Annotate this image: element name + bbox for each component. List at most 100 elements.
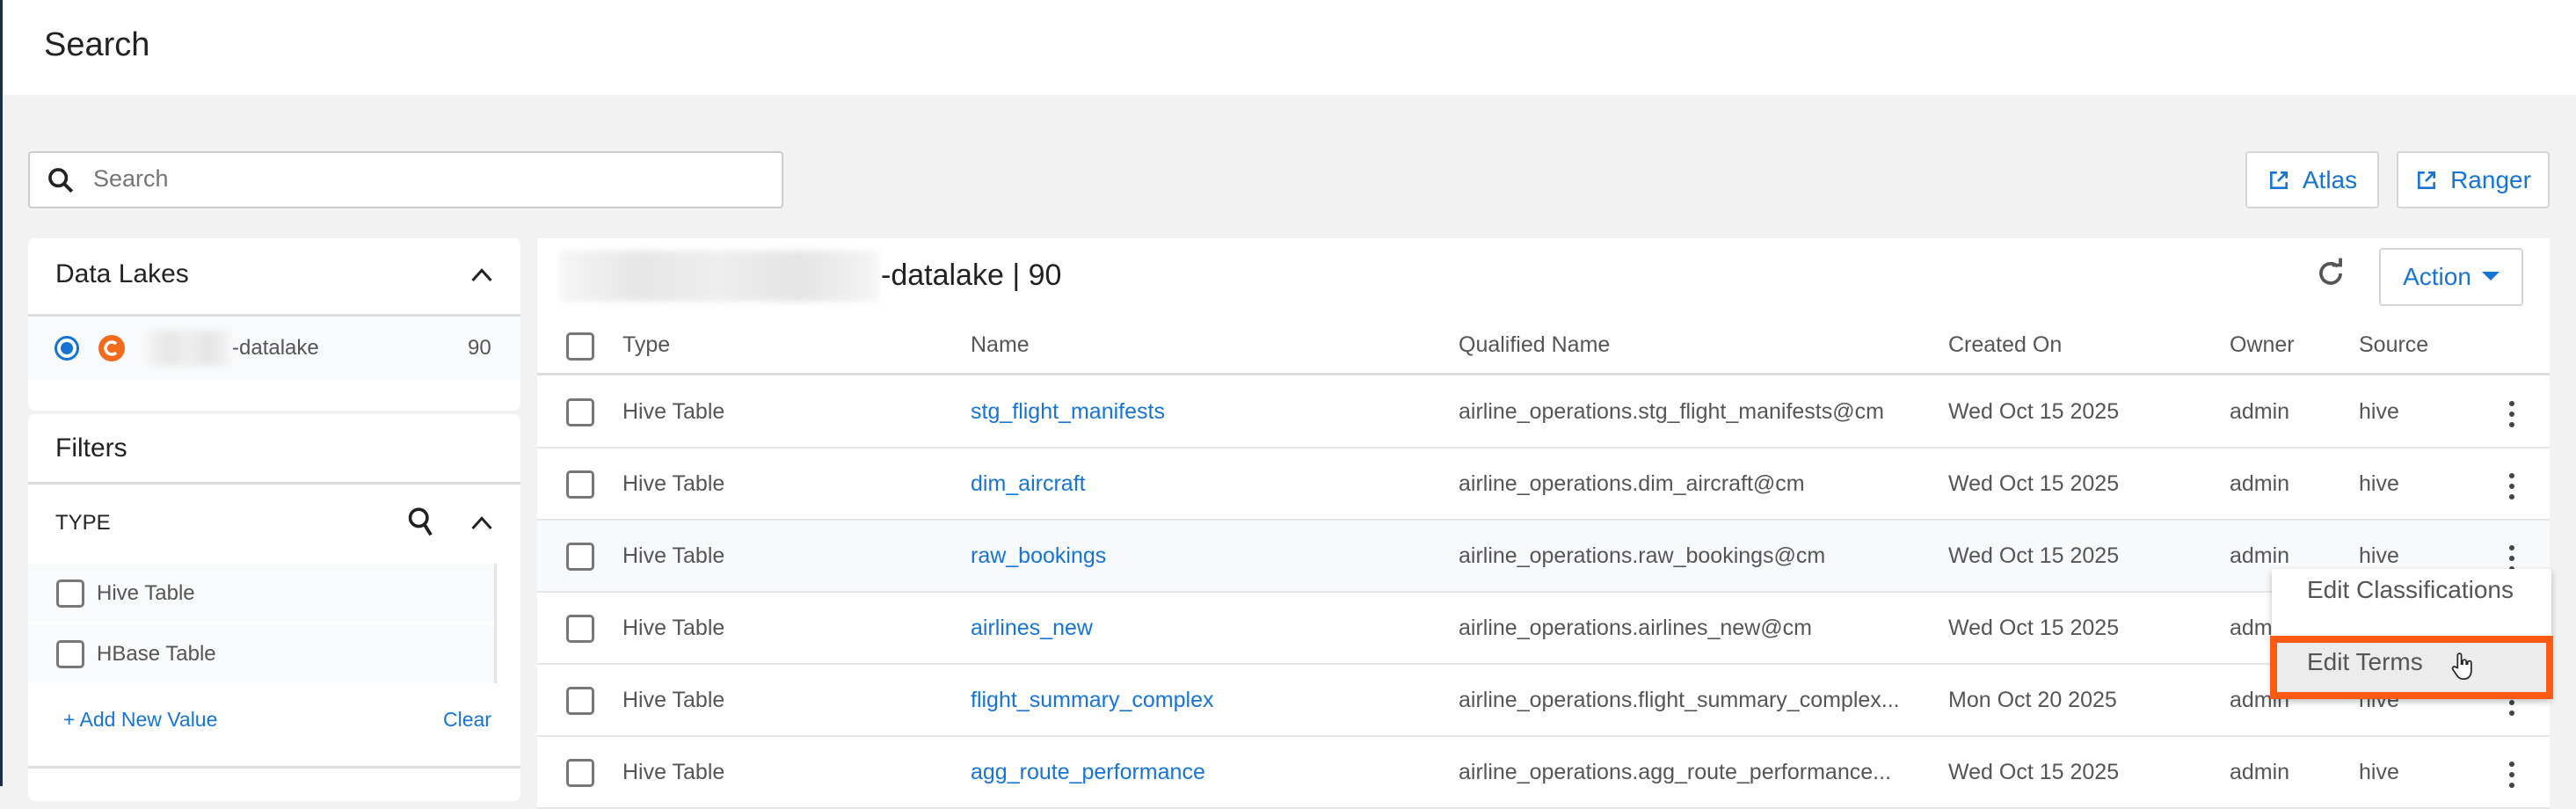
data-lakes-title: Data Lakes [55,259,189,288]
cell-source: hive [2359,543,2399,568]
cell-qualified-name: airline_operations.flight_summary_comple… [1459,688,1900,712]
checkbox[interactable] [56,579,84,608]
row-checkbox[interactable] [566,615,594,643]
clear-link[interactable]: Clear [443,708,491,731]
column-header-owner[interactable]: Owner [2230,332,2295,357]
cell-owner: admin [2230,399,2290,424]
ranger-label: Ranger [2450,165,2531,193]
cell-created-on: Wed Oct 15 2025 [1948,760,2120,784]
column-header-name[interactable]: Name [971,332,1030,357]
checkbox[interactable] [56,640,84,668]
cell-qualified-name: airline_operations.agg_route_performance… [1459,760,1891,784]
cell-name[interactable]: airlines_new [971,616,1093,640]
cell-qualified-name: airline_operations.raw_bookings@cm [1459,543,1826,568]
cloudera-icon [98,335,125,361]
external-link-icon [2418,171,2436,189]
filter-option-hive-table[interactable]: Hive Table [28,564,494,623]
cell-qualified-name: airline_operations.dim_aircraft@cm [1459,471,1805,496]
datalake-item[interactable]: -datalake 90 [28,317,520,380]
search-icon [48,168,74,193]
refresh-icon[interactable] [2314,257,2347,290]
cell-name[interactable]: stg_flight_manifests [971,399,1165,424]
table-row: Hive Table flight_summary_complex airline_… [537,665,2550,737]
row-checkbox[interactable] [566,759,594,787]
datalake-name: -datalake [232,336,319,360]
ranger-button[interactable]: Ranger [2397,151,2550,208]
row-checkbox[interactable] [566,470,594,499]
scrollbar[interactable] [494,564,497,683]
page-title: Search [44,26,150,63]
cell-type: Hive Table [622,399,725,424]
search-input-box[interactable] [28,151,783,208]
cell-type: Hive Table [622,616,725,640]
cell-created-on: Wed Oct 15 2025 [1948,399,2120,424]
cell-type: Hive Table [622,471,725,496]
cell-type: Hive Table [622,688,725,712]
external-link-icon [2269,171,2288,189]
more-options-icon[interactable] [2507,401,2517,427]
chevron-up-icon[interactable] [469,265,494,284]
action-dropdown[interactable]: Action [2379,248,2523,306]
cell-type: Hive Table [622,543,725,568]
column-header-created-on[interactable]: Created On [1948,332,2063,357]
hand-cursor-icon [2451,652,2472,681]
action-label: Action [2403,263,2471,290]
cell-qualified-name: airline_operations.stg_flight_manifests@… [1459,399,1884,424]
more-options-icon[interactable] [2507,762,2517,788]
cell-name[interactable]: dim_aircraft [971,471,1086,496]
table-row: Hive Table stg_flight_manifests airline_op… [537,376,2550,448]
cell-name[interactable]: raw_bookings [971,543,1107,568]
row-context-menu: Edit Classifications Edit Terms [2270,569,2553,699]
menu-item-edit-terms[interactable]: Edit Terms [2270,636,2553,699]
cell-created-on: Wed Oct 15 2025 [1948,471,2120,496]
select-all-checkbox[interactable] [566,332,594,361]
cell-owner: admin [2230,543,2290,568]
cell-type: Hive Table [622,760,725,784]
cell-name[interactable]: flight_summary_complex [971,688,1214,712]
column-header-qualified-name[interactable]: Qualified Name [1459,332,1611,357]
atlas-label: Atlas [2302,165,2358,193]
datalake-count: 90 [468,336,491,360]
data-lakes-card: Data Lakes -datalake 90 [28,238,520,411]
cell-created-on: Wed Oct 15 2025 [1948,616,2120,640]
atlas-button[interactable]: Atlas [2245,151,2379,208]
column-header-source[interactable]: Source [2359,332,2429,357]
search-input[interactable] [93,165,709,193]
table-row: Hive Table airlines_new airline_operations… [537,593,2550,665]
chevron-up-icon[interactable] [469,513,494,532]
menu-item-label: Edit Terms [2307,648,2423,675]
redacted-name [146,331,230,366]
row-checkbox[interactable] [566,398,594,426]
table-row: Hive Table raw_bookings airline_operations… [537,521,2550,593]
cell-source: hive [2359,399,2399,424]
cell-owner: admin [2230,760,2290,784]
column-header-type[interactable]: Type [622,332,671,357]
filters-title: Filters [55,434,127,463]
caret-down-icon [2481,272,2500,281]
cell-name[interactable]: agg_route_performance [971,760,1205,784]
more-options-icon[interactable] [2507,473,2517,499]
cell-owner: admin [2230,471,2290,496]
filter-option-hbase-table[interactable]: HBase Table [28,624,494,683]
cell-source: hive [2359,471,2399,496]
cell-source: hive [2359,760,2399,784]
cell-created-on: Mon Oct 20 2025 [1948,688,2117,712]
table-row: Hive Table agg_route_performance airline_o… [537,737,2550,809]
more-options-icon[interactable] [2507,545,2517,572]
add-new-value-link[interactable]: + Add New Value [63,708,218,731]
row-checkbox[interactable] [566,687,594,715]
option-label: Hive Table [97,581,195,605]
table-row: Hive Table dim_aircraft airline_operations… [537,448,2550,521]
menu-item-edit-classifications[interactable]: Edit Classifications [2307,576,2514,603]
row-checkbox[interactable] [566,543,594,571]
header-divider [537,373,2550,375]
datalake-radio[interactable] [55,336,79,361]
search-icon[interactable] [406,506,436,537]
results-title: -datalake | 90 [881,259,1062,292]
left-edge [0,95,3,786]
filters-card: Filters TYPE Hive Table HBase Table + Ad… [28,414,520,801]
type-section-label: TYPE [55,511,111,535]
redacted-name [560,251,879,302]
option-label: HBase Table [97,642,216,666]
cell-qualified-name: airline_operations.airlines_new@cm [1459,616,1812,640]
